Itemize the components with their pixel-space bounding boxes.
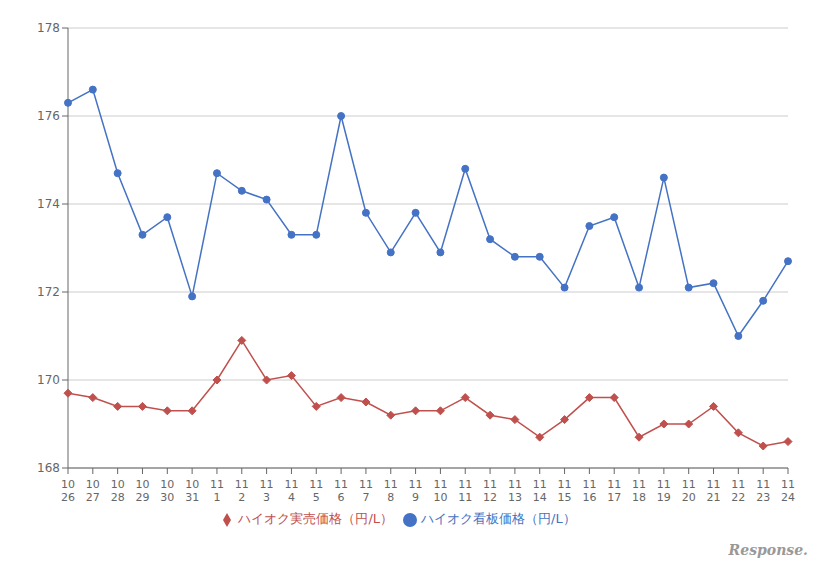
svg-text:1118: 1118 [632, 478, 646, 504]
html-text:ハイオク看板価格（円/L）: ハイオク看板価格（円/L） [421, 511, 576, 526]
svg-text:113: 113 [260, 478, 274, 504]
svg-text:1119: 1119 [657, 478, 671, 504]
svg-text:1027: 1027 [86, 478, 100, 504]
svg-text:176: 176 [37, 109, 60, 123]
svg-text:1116: 1116 [582, 478, 596, 504]
svg-text:178: 178 [37, 21, 60, 35]
svg-text:1121: 1121 [707, 478, 721, 504]
svg-text:1028: 1028 [111, 478, 125, 504]
svg-text:1029: 1029 [135, 478, 149, 504]
svg-text:1115: 1115 [558, 478, 572, 504]
svg-text:111: 111 [210, 478, 224, 504]
svg-text:118: 118 [384, 478, 398, 504]
svg-text:1122: 1122 [731, 478, 745, 504]
svg-text:1124: 1124 [781, 478, 795, 504]
svg-text:1110: 1110 [433, 478, 447, 504]
svg-text:174: 174 [37, 197, 60, 211]
svg-text:1114: 1114 [533, 478, 547, 504]
svg-text:1026: 1026 [61, 478, 75, 504]
svg-text:1111: 1111 [458, 478, 472, 504]
svg-text:116: 116 [334, 478, 348, 504]
html-text:ハイオク実売価格（円/L）: ハイオク実売価格（円/L） [238, 511, 393, 526]
svg-text:170: 170 [37, 373, 60, 387]
svg-text:1030: 1030 [160, 478, 174, 504]
svg-text:114: 114 [284, 478, 298, 504]
svg-text:1113: 1113 [508, 478, 522, 504]
svg-text:1123: 1123 [756, 478, 770, 504]
html-text:Response.: Response. [728, 542, 808, 558]
svg-text:112: 112 [235, 478, 249, 504]
svg-text:1112: 1112 [483, 478, 497, 504]
svg-text:1120: 1120 [682, 478, 696, 504]
svg-text:119: 119 [409, 478, 423, 504]
svg-text:117: 117 [359, 478, 373, 504]
svg-text:168: 168 [37, 461, 60, 475]
svg-text:1031: 1031 [185, 478, 199, 504]
svg-text:172: 172 [37, 285, 60, 299]
svg-text:115: 115 [309, 478, 323, 504]
svg-text:1117: 1117 [607, 478, 621, 504]
